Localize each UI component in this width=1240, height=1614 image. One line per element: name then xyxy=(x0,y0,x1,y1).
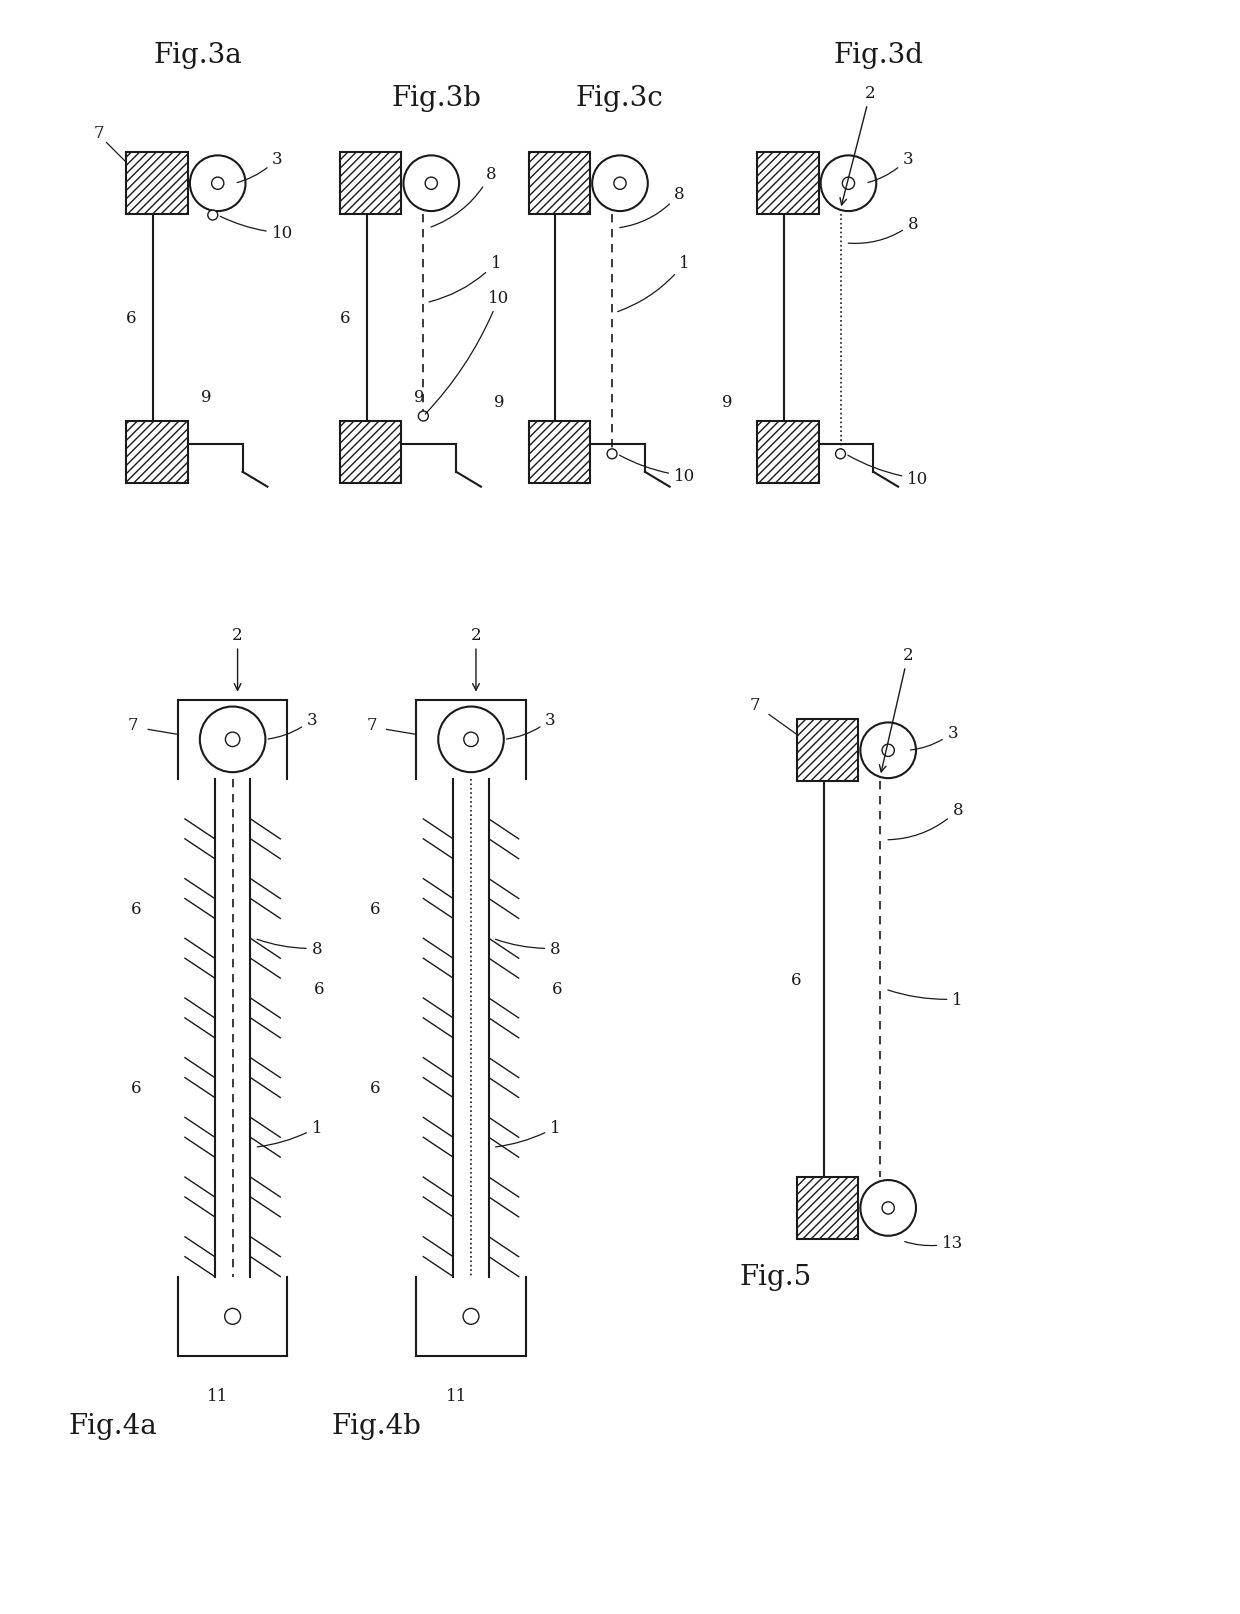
Text: 6: 6 xyxy=(126,310,136,326)
Text: 8: 8 xyxy=(620,186,684,229)
Circle shape xyxy=(190,157,246,211)
Bar xyxy=(528,421,590,483)
Text: 1: 1 xyxy=(888,991,963,1007)
Circle shape xyxy=(403,157,459,211)
Text: 6: 6 xyxy=(340,310,350,326)
Text: 8: 8 xyxy=(432,166,496,228)
Circle shape xyxy=(212,178,224,190)
Circle shape xyxy=(425,178,438,190)
Text: 7: 7 xyxy=(93,124,104,142)
Circle shape xyxy=(224,1309,241,1325)
Circle shape xyxy=(593,157,647,211)
Circle shape xyxy=(882,1202,894,1214)
Circle shape xyxy=(861,1180,916,1236)
Circle shape xyxy=(882,744,894,757)
Bar xyxy=(340,153,402,215)
Text: 6: 6 xyxy=(314,980,325,997)
Text: 2: 2 xyxy=(879,647,914,773)
Text: 3: 3 xyxy=(868,150,914,184)
Bar xyxy=(758,153,818,215)
Text: 7: 7 xyxy=(128,717,139,733)
Text: 11: 11 xyxy=(445,1388,466,1404)
Text: 6: 6 xyxy=(131,1080,141,1096)
Text: 1: 1 xyxy=(257,1119,322,1148)
Text: 6: 6 xyxy=(791,972,801,988)
Text: 2: 2 xyxy=(232,626,243,691)
Bar xyxy=(797,720,858,781)
Text: 6: 6 xyxy=(131,901,141,917)
Text: 10: 10 xyxy=(425,291,510,415)
Circle shape xyxy=(464,733,479,747)
Text: 3: 3 xyxy=(268,712,317,739)
Circle shape xyxy=(418,412,428,421)
Text: 6: 6 xyxy=(552,980,563,997)
Circle shape xyxy=(200,707,265,773)
Text: Fig.3a: Fig.3a xyxy=(154,42,242,69)
Text: 8: 8 xyxy=(888,802,963,841)
Bar xyxy=(797,1177,858,1240)
Circle shape xyxy=(226,733,239,747)
Text: 9: 9 xyxy=(414,389,424,405)
Text: 7: 7 xyxy=(366,717,377,733)
Circle shape xyxy=(438,707,503,773)
Text: 6: 6 xyxy=(370,901,379,917)
Bar xyxy=(126,421,188,483)
Bar xyxy=(340,421,402,483)
Text: 10: 10 xyxy=(848,455,929,487)
Text: 3: 3 xyxy=(507,712,556,739)
Circle shape xyxy=(842,178,854,190)
Text: 9: 9 xyxy=(494,394,505,410)
Text: 8: 8 xyxy=(496,939,560,957)
Text: Fig.4b: Fig.4b xyxy=(332,1412,422,1440)
Text: 7: 7 xyxy=(750,697,760,713)
Circle shape xyxy=(614,178,626,190)
Text: 8: 8 xyxy=(257,939,322,957)
Circle shape xyxy=(821,157,877,211)
Bar xyxy=(758,421,818,483)
Circle shape xyxy=(861,723,916,778)
Text: 9: 9 xyxy=(201,389,211,405)
Text: Fig.3b: Fig.3b xyxy=(392,86,481,111)
Text: 3: 3 xyxy=(237,150,283,184)
Circle shape xyxy=(836,450,846,460)
Text: 10: 10 xyxy=(221,218,293,242)
Text: 10: 10 xyxy=(620,455,696,484)
Text: 13: 13 xyxy=(905,1235,963,1251)
Text: 1: 1 xyxy=(429,255,501,303)
Text: 2: 2 xyxy=(471,626,481,691)
Text: 2: 2 xyxy=(839,86,875,205)
Text: 6: 6 xyxy=(370,1080,379,1096)
Circle shape xyxy=(208,211,218,221)
Text: Fig.5: Fig.5 xyxy=(739,1264,811,1290)
Circle shape xyxy=(608,450,618,460)
Text: 1: 1 xyxy=(618,255,689,313)
Circle shape xyxy=(463,1309,479,1325)
Text: 11: 11 xyxy=(207,1388,228,1404)
Text: Fig.4a: Fig.4a xyxy=(68,1412,157,1440)
Bar xyxy=(528,153,590,215)
Bar xyxy=(126,153,188,215)
Text: 8: 8 xyxy=(848,215,919,244)
Text: 9: 9 xyxy=(722,394,733,410)
Text: 1: 1 xyxy=(496,1119,560,1148)
Text: Fig.3c: Fig.3c xyxy=(575,86,663,111)
Text: Fig.3d: Fig.3d xyxy=(833,42,924,69)
Text: 3: 3 xyxy=(910,725,959,751)
